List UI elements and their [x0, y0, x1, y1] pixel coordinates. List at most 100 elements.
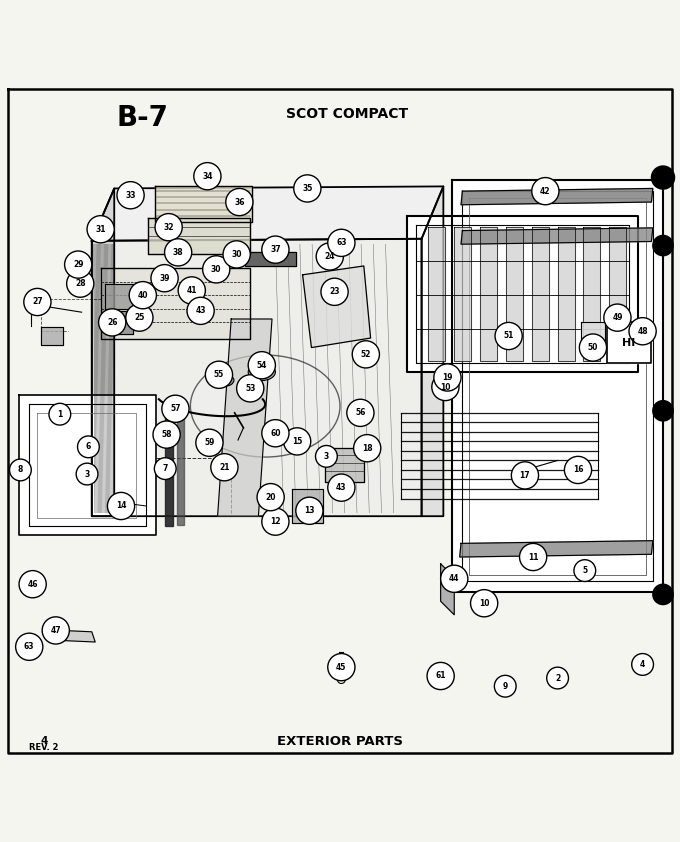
Circle shape — [129, 281, 156, 309]
Text: 48: 48 — [637, 327, 648, 336]
Polygon shape — [245, 253, 296, 266]
Circle shape — [632, 653, 653, 675]
Circle shape — [434, 664, 447, 678]
Circle shape — [49, 403, 71, 425]
Circle shape — [78, 436, 99, 458]
Circle shape — [337, 675, 345, 684]
Circle shape — [432, 373, 459, 401]
Circle shape — [511, 461, 539, 489]
Text: 3: 3 — [324, 452, 329, 461]
Text: 44: 44 — [449, 574, 460, 584]
Text: 12: 12 — [270, 517, 281, 526]
Circle shape — [117, 182, 144, 209]
Text: 6: 6 — [86, 442, 91, 451]
Text: 23: 23 — [329, 287, 340, 296]
Circle shape — [296, 497, 323, 525]
Polygon shape — [41, 328, 63, 345]
Circle shape — [107, 493, 135, 520]
Text: 24: 24 — [324, 252, 335, 261]
Text: 56: 56 — [355, 408, 366, 418]
Text: 14: 14 — [116, 502, 126, 510]
Polygon shape — [532, 227, 549, 361]
Ellipse shape — [190, 355, 340, 457]
Text: 4: 4 — [41, 736, 48, 746]
Text: 10: 10 — [479, 599, 490, 608]
Text: 29: 29 — [73, 260, 84, 269]
Text: 17: 17 — [520, 471, 530, 480]
Text: B-7: B-7 — [117, 104, 169, 132]
Text: 25: 25 — [134, 313, 145, 322]
Circle shape — [155, 214, 182, 241]
Polygon shape — [19, 395, 156, 536]
Circle shape — [574, 560, 596, 582]
Text: 28: 28 — [75, 280, 86, 288]
Polygon shape — [506, 227, 523, 361]
Text: 20: 20 — [265, 493, 276, 502]
Polygon shape — [607, 322, 651, 363]
Text: REV. 2: REV. 2 — [29, 743, 59, 752]
Text: 41: 41 — [186, 286, 197, 295]
Polygon shape — [92, 186, 443, 241]
Text: 37: 37 — [270, 245, 281, 254]
Circle shape — [65, 251, 92, 278]
Text: 52: 52 — [360, 350, 371, 359]
Text: 11: 11 — [528, 552, 539, 562]
Circle shape — [284, 428, 311, 455]
Circle shape — [87, 216, 114, 242]
Text: 49: 49 — [612, 313, 623, 322]
Polygon shape — [218, 319, 272, 516]
Text: 26: 26 — [107, 318, 118, 327]
Polygon shape — [461, 189, 653, 205]
Circle shape — [316, 445, 337, 467]
Polygon shape — [454, 227, 471, 361]
Ellipse shape — [248, 364, 275, 381]
Text: 13: 13 — [304, 506, 315, 515]
Circle shape — [226, 189, 253, 216]
Circle shape — [434, 364, 461, 391]
Circle shape — [354, 434, 381, 461]
Text: 51: 51 — [503, 332, 514, 340]
Circle shape — [262, 419, 289, 447]
Circle shape — [194, 163, 221, 189]
Circle shape — [196, 429, 223, 456]
Polygon shape — [609, 227, 626, 361]
Polygon shape — [92, 239, 422, 516]
Circle shape — [328, 474, 355, 501]
Text: 18: 18 — [362, 444, 373, 453]
Circle shape — [652, 584, 674, 605]
Text: 59: 59 — [204, 438, 215, 447]
Text: SCOT COMPACT: SCOT COMPACT — [286, 107, 408, 120]
Ellipse shape — [215, 374, 234, 386]
Text: 33: 33 — [125, 191, 136, 200]
Polygon shape — [61, 631, 95, 642]
Text: 40: 40 — [137, 290, 148, 300]
Polygon shape — [407, 216, 638, 372]
Polygon shape — [292, 489, 323, 523]
Circle shape — [178, 277, 205, 304]
Circle shape — [16, 633, 43, 660]
Text: 30: 30 — [231, 250, 242, 258]
Circle shape — [223, 241, 250, 268]
Polygon shape — [558, 227, 575, 361]
Polygon shape — [583, 227, 600, 361]
Text: 58: 58 — [161, 430, 172, 439]
Polygon shape — [165, 413, 173, 526]
Circle shape — [165, 239, 192, 266]
Polygon shape — [155, 186, 252, 222]
Text: 2: 2 — [555, 674, 560, 683]
Text: 57: 57 — [170, 404, 181, 413]
Text: 61: 61 — [435, 672, 446, 680]
Circle shape — [547, 667, 568, 689]
Circle shape — [154, 458, 176, 479]
Circle shape — [604, 304, 631, 331]
Text: 15: 15 — [292, 437, 303, 446]
Text: 5: 5 — [582, 566, 588, 575]
Text: 53: 53 — [245, 384, 256, 393]
Polygon shape — [325, 448, 364, 482]
Text: 8: 8 — [18, 466, 23, 474]
Text: 34: 34 — [202, 172, 213, 181]
Text: 31: 31 — [95, 225, 106, 234]
Circle shape — [262, 236, 289, 264]
Text: 60: 60 — [270, 429, 281, 438]
Text: 50: 50 — [588, 343, 598, 352]
